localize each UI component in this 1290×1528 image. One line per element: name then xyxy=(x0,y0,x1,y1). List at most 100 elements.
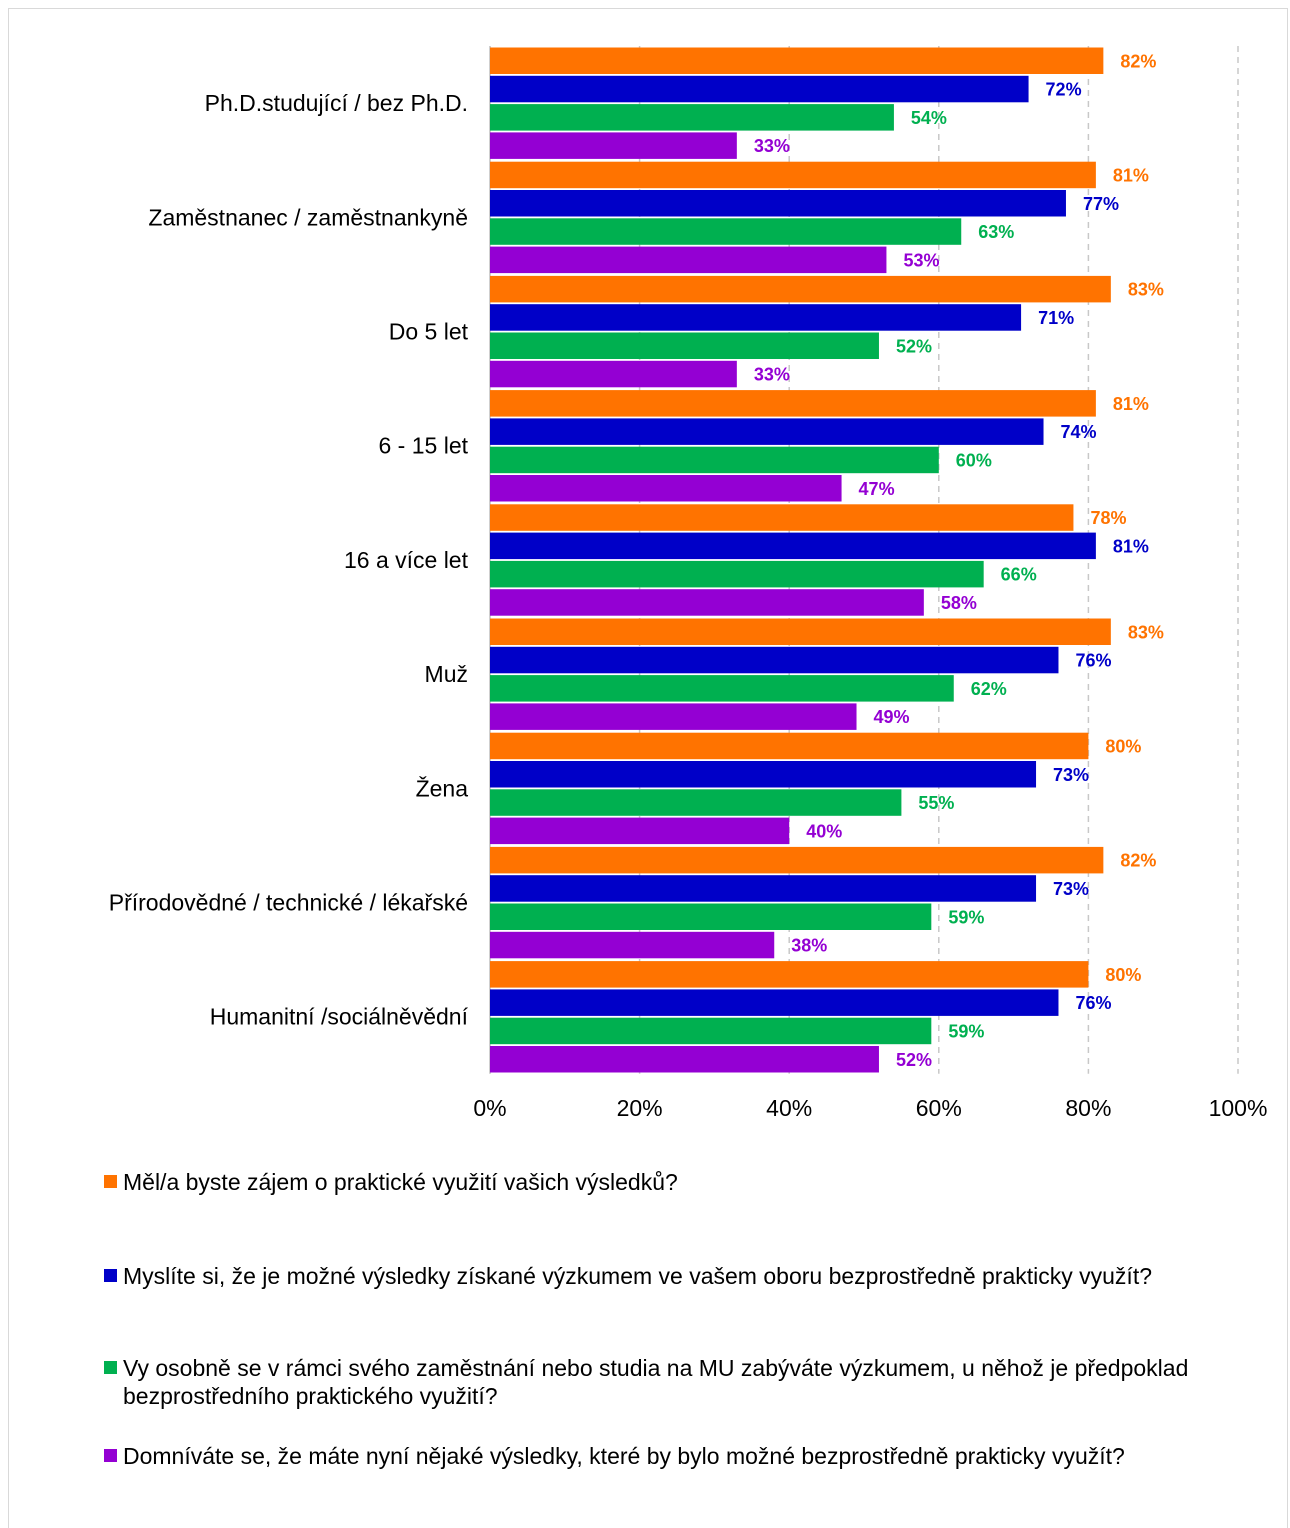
data-label: 83% xyxy=(1128,622,1164,642)
legend-item-4: Domníváte se, že máte nyní nějaké výsled… xyxy=(104,1442,1244,1470)
bar xyxy=(490,761,1037,788)
data-label: 81% xyxy=(1113,394,1149,414)
bar xyxy=(490,161,1096,189)
data-label: 81% xyxy=(1113,536,1149,556)
data-label: 80% xyxy=(1105,736,1141,756)
bar xyxy=(490,789,902,816)
legend-item-2: Myslíte si, že je možné výsledky získané… xyxy=(104,1262,1244,1290)
bar xyxy=(490,646,1059,674)
bar xyxy=(490,1046,879,1073)
bar xyxy=(490,504,1074,531)
data-label: 76% xyxy=(1075,651,1111,671)
bar xyxy=(490,560,984,588)
bar xyxy=(490,475,842,502)
bar xyxy=(490,104,894,131)
bar xyxy=(490,989,1059,1016)
legend-item-1: Měl/a byste zájem o praktické využití va… xyxy=(104,1168,1244,1196)
data-label: 59% xyxy=(948,1021,984,1041)
x-tick-label: 80% xyxy=(1065,1095,1111,1121)
bar xyxy=(490,390,1096,417)
bar xyxy=(490,532,1096,560)
bar xyxy=(490,246,887,274)
legend-label-4: Domníváte se, že máte nyní nějaké výsled… xyxy=(123,1443,1125,1469)
x-tick-label: 100% xyxy=(1209,1095,1268,1121)
x-tick-label: 0% xyxy=(473,1095,506,1121)
bar xyxy=(490,47,1104,74)
category-label: 16 a více let xyxy=(344,547,469,573)
data-label: 73% xyxy=(1053,879,1089,899)
data-label: 74% xyxy=(1061,422,1097,442)
legend-item-3: Vy osobně se v rámci svého zaměstnání ne… xyxy=(104,1354,1244,1410)
data-label: 82% xyxy=(1120,851,1156,871)
bar xyxy=(490,846,1104,874)
data-label: 60% xyxy=(956,450,992,470)
data-label: 66% xyxy=(1001,565,1037,585)
bar xyxy=(490,875,1037,902)
data-label: 80% xyxy=(1105,965,1141,985)
data-label: 82% xyxy=(1120,51,1156,71)
data-label: 72% xyxy=(1046,80,1082,100)
bar-chart: 0% 20% 40% 60% 80% 100% Ph.D.studující / bez P… xyxy=(109,46,1268,1121)
category-label: Humanitní /sociálněvědní xyxy=(210,1004,469,1030)
bar xyxy=(490,190,1066,217)
data-label: 71% xyxy=(1038,308,1074,328)
data-label: 63% xyxy=(978,222,1014,242)
data-label: 40% xyxy=(806,821,842,841)
data-label: 33% xyxy=(754,136,790,156)
bar xyxy=(490,360,737,388)
chart-frame xyxy=(8,8,1288,1528)
bar xyxy=(490,1017,932,1045)
bar xyxy=(490,961,1089,988)
bar xyxy=(490,418,1044,445)
category-label: Ph.D.studující / bez Ph.D. xyxy=(205,90,468,116)
data-label: 38% xyxy=(791,936,827,956)
category-label: Zaměstnanec / zaměstnankyně xyxy=(148,204,468,230)
bar xyxy=(490,931,775,959)
bar xyxy=(490,304,1022,331)
bar xyxy=(490,132,737,159)
bar xyxy=(490,589,924,616)
data-label: 73% xyxy=(1053,765,1089,785)
data-label: 58% xyxy=(941,593,977,613)
bar xyxy=(490,675,954,702)
legend-swatch-2 xyxy=(104,1269,117,1282)
category-label: Žena xyxy=(416,775,469,801)
legend-swatch-1 xyxy=(104,1175,117,1188)
legend-swatch-3 xyxy=(104,1361,117,1374)
data-label: 52% xyxy=(896,1050,932,1070)
bar xyxy=(490,218,962,245)
data-label: 77% xyxy=(1083,194,1119,214)
data-label: 78% xyxy=(1090,508,1126,528)
bar xyxy=(490,332,879,359)
x-tick-label: 60% xyxy=(916,1095,962,1121)
data-label: 76% xyxy=(1075,993,1111,1013)
legend-swatch-4 xyxy=(104,1449,117,1462)
data-label: 59% xyxy=(948,907,984,927)
category-label: Do 5 let xyxy=(389,319,469,345)
category-label: 6 - 15 let xyxy=(379,433,469,459)
bar xyxy=(490,817,790,845)
data-label: 47% xyxy=(859,479,895,499)
data-label: 52% xyxy=(896,336,932,356)
legend-label-1: Měl/a byste zájem o praktické využití va… xyxy=(123,1169,678,1195)
bar xyxy=(490,75,1029,103)
bar xyxy=(490,732,1089,760)
category-label: Muž xyxy=(425,661,468,687)
data-label: 53% xyxy=(903,250,939,270)
data-label: 49% xyxy=(874,707,910,727)
data-label: 33% xyxy=(754,365,790,385)
x-tick-label: 40% xyxy=(766,1095,812,1121)
data-label: 54% xyxy=(911,108,947,128)
data-label: 62% xyxy=(971,679,1007,699)
legend-label-3: Vy osobně se v rámci svého zaměstnání ne… xyxy=(123,1355,1189,1409)
bar xyxy=(490,275,1111,303)
data-label: 81% xyxy=(1113,165,1149,185)
legend-label-2: Myslíte si, že je možné výsledky získané… xyxy=(123,1263,1153,1289)
bar xyxy=(490,618,1111,645)
bar xyxy=(490,446,939,474)
data-label: 83% xyxy=(1128,280,1164,300)
x-tick-label: 20% xyxy=(617,1095,663,1121)
bar xyxy=(490,903,932,930)
data-label: 55% xyxy=(918,793,954,813)
bar xyxy=(490,703,857,730)
